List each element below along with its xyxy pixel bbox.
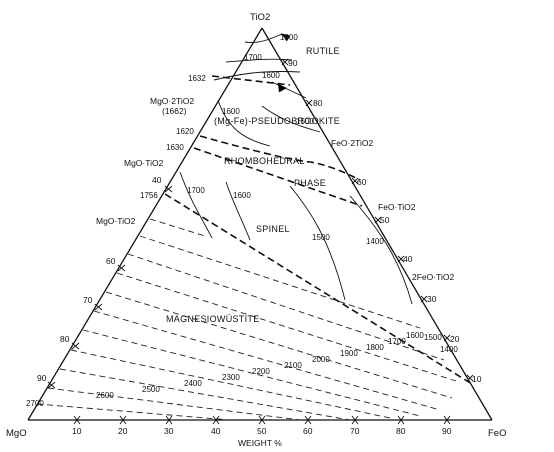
compound-feo-2tio2: FeO·2TiO2 bbox=[331, 138, 373, 148]
left-edge-ticks bbox=[47, 185, 173, 389]
isotherm-label: 1500 bbox=[424, 333, 442, 342]
bottom-tick-label: 80 bbox=[396, 426, 406, 436]
right-edge bbox=[261, 27, 493, 421]
phase-label-magnesiowustite: MAGNESIOWÜSTITE bbox=[166, 314, 260, 324]
left-tick-label: 40 bbox=[152, 175, 162, 185]
isotherm-label: 1400 bbox=[366, 237, 384, 246]
isotherm-label: 1900 bbox=[340, 349, 358, 358]
phase-label-rutile: RUTILE bbox=[306, 46, 340, 56]
bottom-tick-label: 50 bbox=[257, 426, 267, 436]
bottom-tick-label: 30 bbox=[164, 426, 174, 436]
isotherm-label: 1800 bbox=[366, 343, 384, 352]
isotherm-label: 2300 bbox=[222, 373, 240, 382]
right-tick-label: 40 bbox=[403, 254, 413, 264]
right-tick-label: 80 bbox=[313, 98, 323, 108]
phase-label-spinel: SPINEL bbox=[256, 224, 290, 234]
temp-label-1632: 1632 bbox=[188, 74, 206, 83]
phase-label-pseudobrookite: (Mg-Fe)-PSEUDOBROOKITE bbox=[214, 116, 340, 126]
isotherm-label: 1400 bbox=[440, 345, 458, 354]
isotherm-label: 2600 bbox=[96, 391, 114, 400]
compound-mgo-2tio2: MgO·2TiO2 bbox=[150, 96, 194, 106]
left-edge bbox=[27, 27, 263, 421]
isotherm-label: 1500 bbox=[296, 117, 314, 126]
rhombohedral-boundary bbox=[193, 147, 363, 207]
right-tick-label: 60 bbox=[357, 177, 367, 187]
right-tick-label: 20 bbox=[450, 334, 460, 344]
isotherm-label: 1600 bbox=[262, 71, 280, 80]
right-tick-label: 90 bbox=[288, 58, 298, 68]
isotherm-label: 1600 bbox=[222, 107, 240, 116]
compound-mgo-tio2-lower: MgO·TiO2 bbox=[96, 216, 136, 226]
spinel-boundary bbox=[164, 193, 473, 385]
right-tick-label: 50 bbox=[380, 215, 390, 225]
isotherm-label: 1800 bbox=[280, 33, 298, 42]
phase-label-phase: PHASE bbox=[294, 178, 326, 188]
compound-feo-tio2: FeO·TiO2 bbox=[378, 202, 416, 212]
bottom-tick-labels: 10 20 30 40 50 60 70 80 90 bbox=[72, 426, 452, 436]
isotherm-label: 2400 bbox=[184, 379, 202, 388]
isotherm-label: 2700 bbox=[26, 399, 44, 408]
bottom-tick-label: 10 bbox=[72, 426, 82, 436]
isotherm-label: 2100 bbox=[284, 361, 302, 370]
axis-label: WEIGHT % bbox=[238, 438, 282, 448]
isotherm-label: 1700 bbox=[388, 337, 406, 346]
temp-label-1620: 1620 bbox=[176, 127, 194, 136]
compound-2feo-tio2: 2FeO·TiO2 bbox=[412, 272, 454, 282]
isotherm-label: 1600 bbox=[233, 191, 251, 200]
right-edge-ticks bbox=[281, 58, 474, 382]
tie-lines bbox=[36, 218, 457, 421]
left-tick-label: 70 bbox=[83, 295, 93, 305]
isotherm-label: 2000 bbox=[312, 355, 330, 364]
isotherm-label: 1700 bbox=[187, 186, 205, 195]
bottom-tick-label: 40 bbox=[211, 426, 221, 436]
triangle-frame bbox=[27, 27, 493, 421]
bottom-tick-label: 20 bbox=[118, 426, 128, 436]
isotherm-arrows bbox=[277, 33, 291, 93]
vertex-feo-label: FeO bbox=[488, 428, 506, 439]
bottom-tick-label: 90 bbox=[442, 426, 452, 436]
isotherm-label: 1500 bbox=[312, 233, 330, 242]
left-tick-label: 90 bbox=[37, 373, 47, 383]
right-tick-label: 30 bbox=[427, 294, 437, 304]
left-tick-label: 60 bbox=[106, 256, 116, 266]
temp-label-1756: 1756 bbox=[140, 191, 158, 200]
isotherm-label: 2200 bbox=[252, 367, 270, 376]
isotherm-curves bbox=[179, 33, 413, 305]
right-tick-label: 10 bbox=[472, 374, 482, 384]
phase-label-rhombohedral: RHOMBOHEDRAL bbox=[224, 156, 305, 166]
isotherm-label: 1700 bbox=[244, 53, 262, 62]
left-tick-label: 80 bbox=[60, 334, 70, 344]
compound-mgo-tio2: MgO·TiO2 bbox=[124, 158, 164, 168]
bottom-tick-label: 60 bbox=[303, 426, 313, 436]
vertex-mgo-label: MgO bbox=[6, 428, 27, 439]
isotherm-label: 1600 bbox=[406, 331, 424, 340]
bottom-tick-label: 70 bbox=[350, 426, 360, 436]
temp-label-1630: 1630 bbox=[166, 143, 184, 152]
vertex-tio2-label: TiO2 bbox=[250, 12, 270, 23]
isotherm-label: 2500 bbox=[142, 385, 160, 394]
pseudobrookite-boundary bbox=[199, 135, 361, 181]
compound-1662: (1662) bbox=[162, 106, 187, 116]
bottom-ticks bbox=[73, 415, 451, 425]
